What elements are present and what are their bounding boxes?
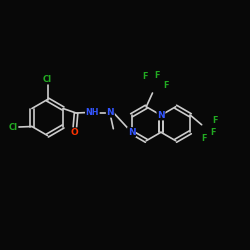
Text: F: F (142, 72, 147, 81)
Text: Cl: Cl (43, 74, 52, 84)
Text: N: N (128, 128, 135, 137)
Text: NH: NH (86, 108, 99, 117)
Text: N: N (106, 108, 114, 117)
Text: Cl: Cl (8, 122, 18, 132)
Text: F: F (201, 134, 206, 143)
Text: F: F (213, 116, 218, 125)
Text: F: F (163, 80, 168, 90)
Text: F: F (210, 128, 216, 137)
Text: O: O (71, 128, 79, 137)
Text: F: F (154, 70, 160, 80)
Text: N: N (157, 111, 165, 120)
